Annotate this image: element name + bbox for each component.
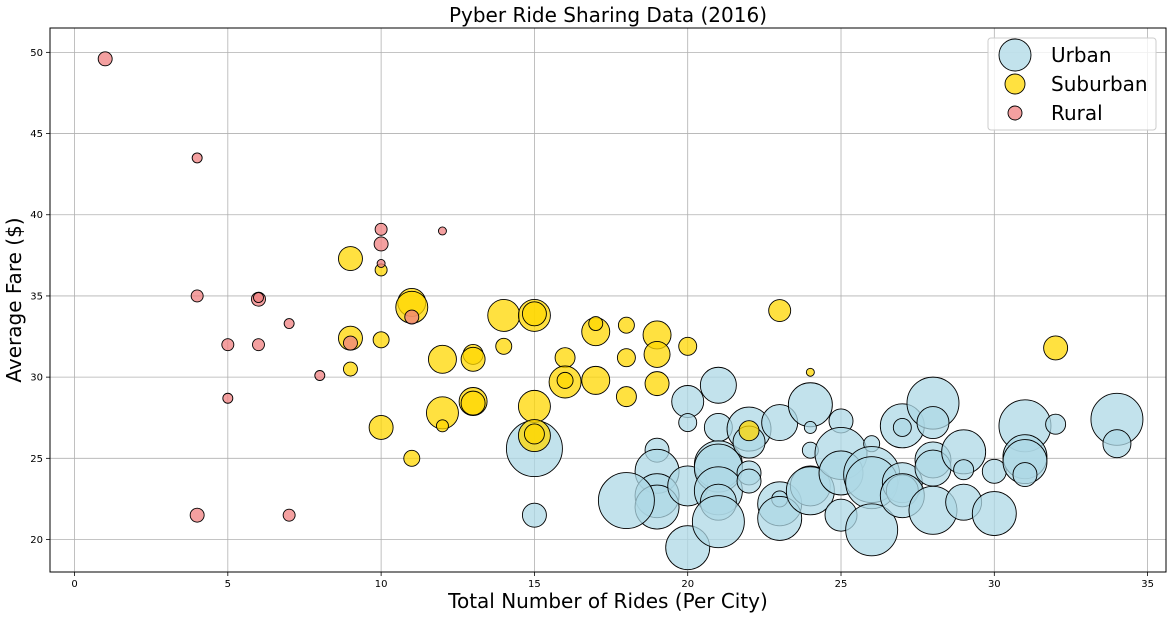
- suburban-series: [338, 246, 1069, 467]
- rural-series: [97, 51, 447, 523]
- suburban-point: [517, 389, 551, 423]
- rural-point: [253, 292, 264, 304]
- rural-point: [97, 51, 113, 67]
- x-tick-label: 35: [1141, 579, 1154, 590]
- y-tick-label: 50: [30, 48, 43, 59]
- suburban-point: [460, 346, 486, 372]
- suburban-point: [460, 390, 486, 416]
- rural-point: [437, 226, 447, 236]
- rural-point: [191, 152, 203, 164]
- suburban-point: [644, 371, 670, 397]
- legend-label-suburban: Suburban: [1051, 72, 1148, 96]
- suburban-point: [556, 371, 574, 389]
- urban-point: [597, 472, 655, 529]
- suburban-point: [768, 299, 792, 323]
- urban-point: [845, 503, 899, 557]
- legend-marker-urban: [998, 38, 1032, 72]
- x-tick-label: 10: [375, 579, 388, 590]
- rural-point: [314, 370, 326, 381]
- suburban-point: [616, 348, 636, 368]
- suburban-point: [487, 298, 521, 332]
- suburban-point: [615, 386, 637, 408]
- urban-point: [1045, 413, 1067, 435]
- urban-point: [671, 385, 705, 418]
- urban-point: [521, 502, 547, 528]
- x-tick-label: 0: [71, 579, 77, 590]
- data-points: [97, 51, 1144, 571]
- x-tick-label: 25: [835, 579, 848, 590]
- rural-point: [283, 318, 295, 329]
- chart-title: Pyber Ride Sharing Data (2016): [449, 3, 767, 27]
- x-axis-label: Total Number of Rides (Per City): [447, 589, 768, 613]
- rural-point: [404, 309, 420, 325]
- urban-point: [803, 421, 817, 434]
- suburban-point: [338, 246, 363, 272]
- rural-point: [343, 335, 358, 351]
- rural-point: [376, 259, 386, 268]
- y-tick-label: 35: [30, 291, 43, 302]
- urban-point: [691, 495, 745, 549]
- suburban-point: [403, 449, 421, 467]
- rural-point: [373, 236, 389, 252]
- suburban-point: [588, 316, 604, 331]
- suburban-point: [554, 347, 576, 369]
- suburban-point: [521, 301, 547, 327]
- suburban-point: [738, 420, 760, 442]
- urban-point: [787, 382, 833, 428]
- x-tick-label: 20: [681, 579, 694, 590]
- y-tick-label: 40: [30, 210, 43, 221]
- suburban-point: [343, 361, 358, 377]
- suburban-point: [617, 316, 635, 334]
- urban-point: [1102, 429, 1132, 459]
- legend-label-rural: Rural: [1051, 101, 1103, 125]
- rural-point: [222, 392, 234, 404]
- rural-point: [221, 338, 235, 352]
- urban-point: [699, 366, 737, 404]
- suburban-point: [495, 337, 513, 355]
- legend-marker-suburban: [1004, 73, 1026, 95]
- y-tick-label: 30: [30, 373, 43, 384]
- rural-point: [190, 289, 204, 303]
- suburban-point: [368, 415, 394, 440]
- x-tick-label: 5: [225, 579, 231, 590]
- suburban-point: [643, 340, 671, 368]
- suburban-point: [1043, 335, 1069, 361]
- legend: Urban Suburban Rural: [987, 37, 1157, 131]
- rural-point: [189, 507, 205, 523]
- legend-items: Urban Suburban Rural: [998, 38, 1148, 125]
- urban-series: [505, 366, 1144, 571]
- urban-point: [1012, 462, 1038, 488]
- rural-point: [252, 338, 265, 352]
- y-tick-label: 20: [30, 535, 43, 546]
- urban-point: [736, 468, 762, 494]
- urban-point: [892, 418, 912, 437]
- urban-point: [678, 413, 698, 433]
- urban-point: [757, 495, 803, 541]
- y-axis-label: Average Fare ($): [2, 217, 26, 382]
- suburban-point: [581, 365, 611, 395]
- rural-point: [282, 508, 296, 522]
- urban-point: [916, 406, 950, 440]
- plot-frame: [49, 27, 1167, 573]
- suburban-point: [372, 331, 390, 349]
- suburban-point: [523, 423, 545, 445]
- suburban-point: [435, 419, 449, 433]
- axis-ticks: 0 5 10 15 20 25 30 35 20 25 30 35 40 45 50: [30, 48, 1154, 590]
- x-tick-label: 30: [988, 579, 1001, 590]
- legend-marker-rural: [1007, 105, 1023, 121]
- suburban-point: [805, 367, 815, 377]
- suburban-point: [427, 344, 457, 374]
- suburban-point: [678, 336, 698, 356]
- y-tick-label: 45: [30, 129, 43, 140]
- y-tick-label: 25: [30, 454, 43, 465]
- urban-point: [953, 459, 975, 481]
- legend-label-urban: Urban: [1051, 43, 1112, 67]
- rural-point: [374, 222, 388, 236]
- x-tick-label: 15: [528, 579, 541, 590]
- urban-point: [971, 491, 1017, 536]
